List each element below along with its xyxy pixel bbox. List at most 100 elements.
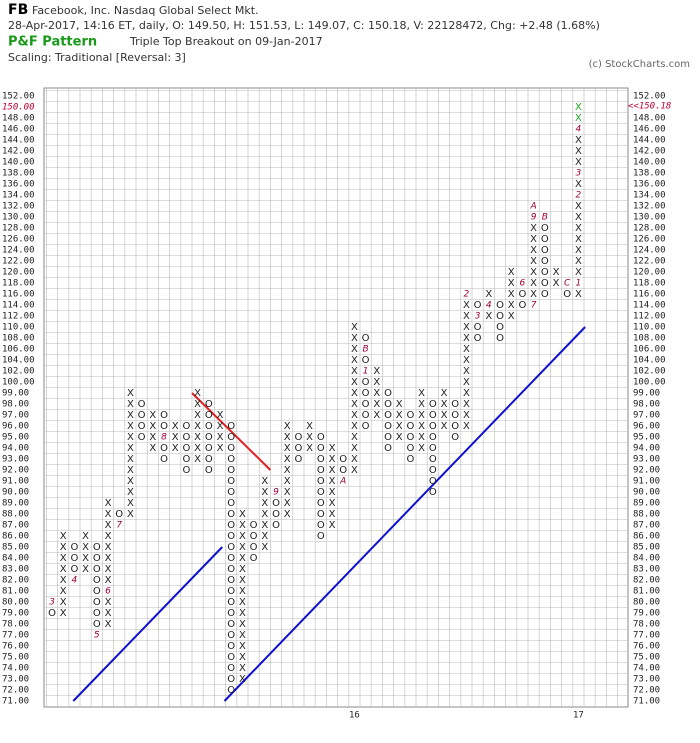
- pf-box: X: [127, 465, 134, 476]
- pf-box: O: [227, 608, 235, 619]
- y-tick-label: 93.00: [2, 455, 29, 465]
- scaling: Scaling: Traditional [Reversal: 3]: [8, 51, 186, 64]
- pf-box: X: [351, 388, 358, 399]
- pf-box: O: [406, 454, 414, 465]
- pf-box: O: [362, 388, 370, 399]
- pf-box: X: [463, 355, 470, 366]
- pf-box: X: [149, 443, 156, 454]
- y-tick-label-right: 78.00: [633, 620, 660, 630]
- pf-box: O: [182, 432, 190, 443]
- pf-box: X: [239, 619, 246, 630]
- pf-box: O: [160, 443, 168, 454]
- pf-box: O: [227, 531, 235, 542]
- pf-box: X: [530, 289, 537, 300]
- x-tick-label: 16: [349, 711, 360, 721]
- y-tick-label: 94.00: [2, 444, 29, 454]
- pf-column: XXX: [306, 421, 313, 454]
- pf-box: X: [105, 509, 112, 520]
- pf-box: O: [429, 465, 437, 476]
- pf-box: X: [485, 311, 492, 322]
- pf-box: X: [127, 498, 134, 509]
- pf-box: O: [93, 575, 101, 586]
- y-tick-label: 81.00: [2, 587, 29, 597]
- pf-box: X: [60, 586, 67, 597]
- pf-box: O: [362, 377, 370, 388]
- pf-box: O: [429, 476, 437, 487]
- pf-box: O: [362, 355, 370, 366]
- pf-box: X: [463, 388, 470, 399]
- y-tick-label: 130.00: [2, 213, 35, 223]
- pf-box: O: [227, 520, 235, 531]
- pf-box: X: [485, 289, 492, 300]
- pf-box: X: [127, 432, 134, 443]
- month-marker: 2: [464, 290, 470, 300]
- pf-box: O: [496, 311, 504, 322]
- pf-box: O: [451, 432, 459, 443]
- pf-box: X: [105, 553, 112, 564]
- pf-box: X: [575, 245, 582, 256]
- pf-box: X: [575, 146, 582, 157]
- pf-box: O: [429, 454, 437, 465]
- pf-box: O: [227, 663, 235, 674]
- pf-box: O: [362, 421, 370, 432]
- pf-box: O: [451, 410, 459, 421]
- pf-box: X: [127, 487, 134, 498]
- pf-box: O: [317, 498, 325, 509]
- pf-box: X: [463, 377, 470, 388]
- y-tick-label-right: 97.00: [633, 411, 660, 421]
- pf-box: X: [575, 267, 582, 278]
- pf-box: X: [149, 421, 156, 432]
- pf-box: O: [250, 553, 258, 564]
- pf-box: X: [463, 344, 470, 355]
- pf-box: X: [194, 443, 201, 454]
- pf-box: X: [127, 388, 134, 399]
- company: Facebook, Inc. Nasdaq Global Select Mkt.: [32, 4, 259, 17]
- pf-box: O: [541, 278, 549, 289]
- y-tick-label: 124.00: [2, 246, 35, 256]
- y-tick-label-right: 152.00: [633, 92, 666, 102]
- pf-box: X: [239, 509, 246, 520]
- pf-box: X: [463, 333, 470, 344]
- pf-box: X: [463, 311, 470, 322]
- pf-box: X: [418, 388, 425, 399]
- pf-box: X: [60, 542, 67, 553]
- pf-box: O: [518, 289, 526, 300]
- pf-box: X: [463, 366, 470, 377]
- month-marker: 4: [576, 125, 582, 135]
- pf-box: X: [194, 421, 201, 432]
- pf-box: O: [93, 586, 101, 597]
- pf-box: O: [541, 256, 549, 267]
- pf-box: O: [317, 432, 325, 443]
- pf-box: X: [127, 410, 134, 421]
- pf-box: O: [250, 520, 258, 531]
- y-tick-label-right: 77.00: [633, 631, 660, 641]
- pf-box: X: [217, 421, 224, 432]
- pf-box: X: [194, 399, 201, 410]
- y-tick-label-right: 76.00: [633, 642, 660, 652]
- pf-box: X: [149, 410, 156, 421]
- pf-box: O: [317, 443, 325, 454]
- pf-box: O: [182, 443, 190, 454]
- y-tick-label: 96.00: [2, 422, 29, 432]
- pf-box: X: [239, 520, 246, 531]
- y-tick-label: 146.00: [2, 125, 35, 135]
- pf-box: X: [396, 410, 403, 421]
- pf-box: O: [451, 421, 459, 432]
- pf-box: X: [575, 289, 582, 300]
- pf-box: X: [239, 553, 246, 564]
- pf-box: O: [227, 630, 235, 641]
- pf-box: X: [239, 663, 246, 674]
- y-tick-label-right: 108.00: [633, 334, 666, 344]
- pf-box: O: [227, 498, 235, 509]
- pf-box: O: [227, 476, 235, 487]
- month-marker: 4: [486, 301, 492, 311]
- pf-box: O: [429, 410, 437, 421]
- y-tick-label: 91.00: [2, 477, 29, 487]
